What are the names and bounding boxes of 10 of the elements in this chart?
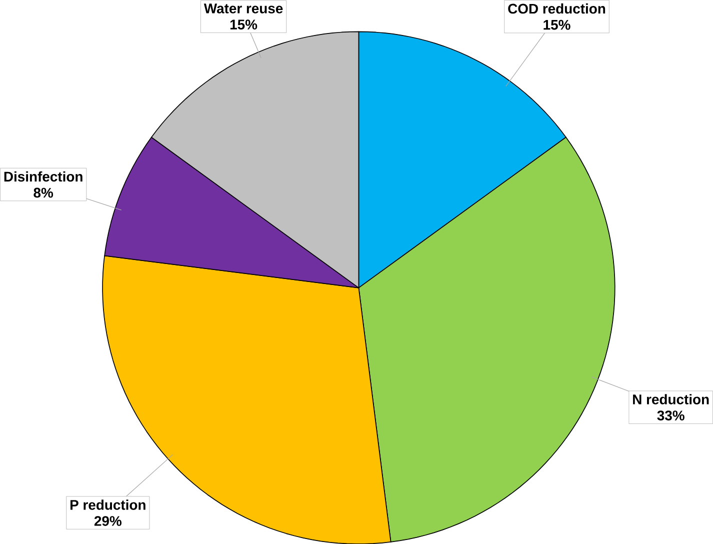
slice-label: P reduction	[70, 499, 146, 510]
slice-label: Disinfection	[4, 171, 82, 182]
data-label: 15%	[230, 19, 258, 30]
data-label: 33%	[657, 410, 684, 420]
data-label: 29%	[94, 516, 122, 526]
data-label: 8%	[34, 188, 54, 198]
slice-label: Water reuse	[204, 3, 283, 14]
slice-label: COD reduction	[508, 3, 606, 14]
data-label: 15%	[544, 20, 570, 30]
slice-label: N reduction	[633, 394, 709, 404]
